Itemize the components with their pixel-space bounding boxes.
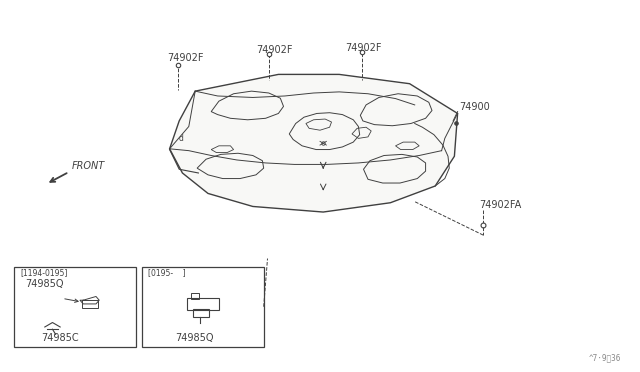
Text: ^7·9⁄36: ^7·9⁄36 xyxy=(588,354,621,363)
Polygon shape xyxy=(170,74,458,212)
Text: 74902F: 74902F xyxy=(346,43,382,53)
Bar xyxy=(187,298,219,310)
Bar xyxy=(193,309,209,317)
Bar xyxy=(14,267,136,347)
Text: 74985C: 74985C xyxy=(41,333,79,343)
Text: 74985Q: 74985Q xyxy=(26,279,64,289)
Bar xyxy=(82,300,98,308)
Text: FRONT: FRONT xyxy=(72,161,105,171)
Text: 74985Q: 74985Q xyxy=(175,333,214,343)
Text: [1194-0195]: [1194-0195] xyxy=(20,268,68,277)
Text: 74902FA: 74902FA xyxy=(479,200,521,210)
Text: 74900: 74900 xyxy=(460,102,490,112)
Text: [0195-    ]: [0195- ] xyxy=(148,268,186,277)
Text: 74902F: 74902F xyxy=(256,45,292,55)
Text: d: d xyxy=(179,134,184,142)
Text: 74902F: 74902F xyxy=(168,53,204,63)
Bar xyxy=(191,293,199,299)
Bar xyxy=(142,267,264,347)
